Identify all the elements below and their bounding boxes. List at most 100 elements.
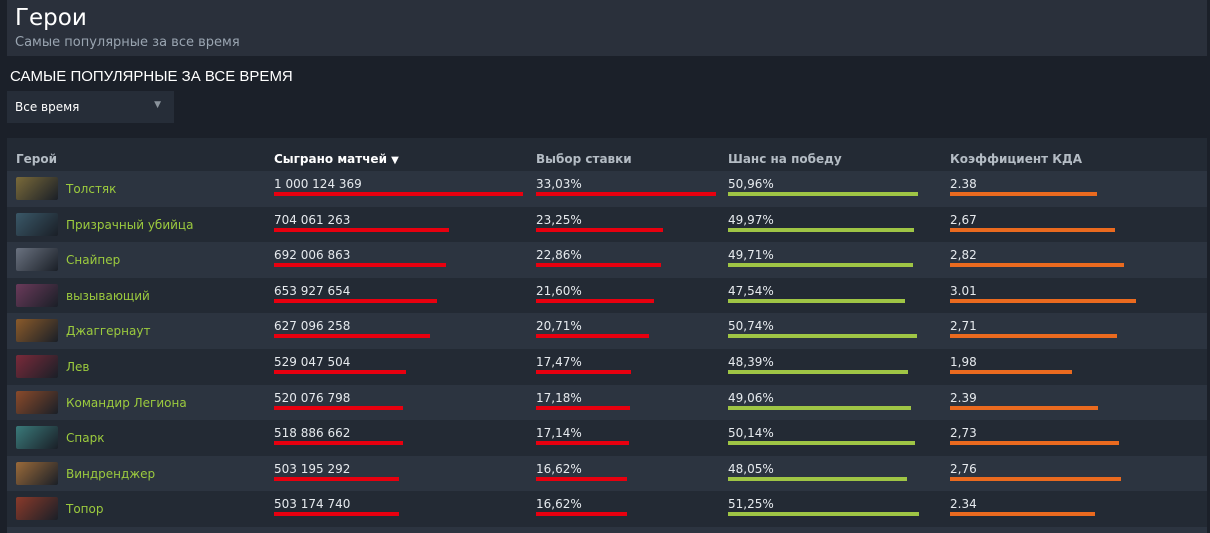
hero-name-link[interactable]: Толстяк xyxy=(66,182,117,196)
hero-portrait xyxy=(16,461,58,485)
win-value: 48,39% xyxy=(728,355,774,369)
hero-portrait xyxy=(16,390,58,414)
column-header-pick[interactable]: Выбор ставки xyxy=(536,152,632,166)
pick-value: 21,60% xyxy=(536,283,582,298)
win-bar xyxy=(728,370,909,374)
chevron-down-icon: ▼ xyxy=(154,100,161,110)
matches-bar xyxy=(274,192,523,196)
matches-bar xyxy=(274,441,404,446)
column-header-matches[interactable]: Сыграно матчей ▼ xyxy=(274,152,399,166)
hero-name-link[interactable]: Топор xyxy=(66,502,104,517)
table-row[interactable]: Джаггернаут 627 096 258 20,71% 50,74% 2,7… xyxy=(7,313,1207,349)
hero-portrait xyxy=(16,177,58,200)
matches-value: 1 000 124 369 xyxy=(274,177,362,191)
kda-bar xyxy=(950,334,1118,339)
win-value: 49,71% xyxy=(728,248,774,263)
hero-name-link[interactable]: Призрачный убийца xyxy=(66,217,194,232)
column-header-matches-label: Сыграно матчей xyxy=(274,152,387,166)
hero-name-link[interactable]: Командир Легиона xyxy=(66,395,187,410)
hero-portrait xyxy=(16,426,58,450)
table-row-partial[interactable] xyxy=(7,527,1207,533)
hero-name-link[interactable]: Снайпер xyxy=(66,253,121,268)
pick-bar xyxy=(536,441,630,446)
sort-desc-icon: ▼ xyxy=(391,155,399,166)
kda-value: 3.01 xyxy=(950,283,977,298)
pick-value: 16,62% xyxy=(536,461,582,476)
column-header-win[interactable]: Шанс на победу xyxy=(728,152,842,166)
pick-bar xyxy=(536,370,632,374)
table-row[interactable]: Топор 503 174 740 16,62% 51,25% 2.34 xyxy=(7,491,1207,527)
hero-portrait xyxy=(16,212,58,236)
matches-value: 520 076 798 xyxy=(274,390,351,405)
table-row[interactable]: Виндренджер 503 195 292 16,62% 48,05% 2,7… xyxy=(7,455,1207,492)
hero-portrait xyxy=(16,283,58,307)
hero-name-link[interactable]: вызывающий xyxy=(66,288,150,303)
table-row[interactable]: Спарк 518 886 662 17,14% 50,14% 2,73 xyxy=(7,420,1207,456)
column-header-hero[interactable]: Герой xyxy=(16,152,58,166)
pick-value: 16,62% xyxy=(536,497,582,512)
page-header: Герои Самые популярные за все время xyxy=(7,0,1207,56)
table-row[interactable]: Толстяк 1 000 124 369 33,03% 50,96% 2.38 xyxy=(7,171,1207,207)
kda-value: 1,98 xyxy=(950,355,977,369)
kda-value: 2,82 xyxy=(950,248,977,263)
win-bar xyxy=(728,192,919,196)
table-row[interactable]: Снайпер 692 006 863 22,86% 49,71% 2,82 xyxy=(7,242,1207,278)
table-row[interactable]: Командир Легиона 520 076 798 17,18% 49,06… xyxy=(7,384,1207,421)
kda-value: 2.34 xyxy=(950,497,977,512)
hero-name-link[interactable]: Лев xyxy=(66,360,90,374)
matches-bar xyxy=(274,263,447,268)
pick-bar xyxy=(536,227,663,232)
kda-value: 2.39 xyxy=(950,390,977,405)
win-value: 51,25% xyxy=(728,497,774,512)
pick-bar xyxy=(536,192,716,196)
hero-name-link[interactable]: Виндренджер xyxy=(66,466,156,481)
kda-value: 2.38 xyxy=(950,177,977,191)
kda-bar xyxy=(950,441,1119,446)
kda-value: 2,67 xyxy=(950,212,977,227)
matches-value: 653 927 654 xyxy=(274,283,351,298)
hero-portrait xyxy=(16,355,58,378)
section-title: САМЫЕ ПОПУЛЯРНЫЕ ЗА ВСЕ ВРЕМЯ xyxy=(10,68,293,85)
period-dropdown[interactable]: Все время ▼ xyxy=(7,91,174,123)
win-value: 48,05% xyxy=(728,461,774,476)
pick-bar xyxy=(536,476,627,481)
pick-bar xyxy=(536,298,654,303)
win-bar xyxy=(728,263,914,268)
matches-value: 692 006 863 xyxy=(274,248,351,263)
pick-bar xyxy=(536,512,627,517)
matches-bar xyxy=(274,227,450,232)
matches-bar xyxy=(274,476,400,481)
table-row[interactable]: Лев 529 047 504 17,47% 48,39% 1,98 xyxy=(7,349,1207,385)
hero-name-link[interactable]: Спарк xyxy=(66,431,105,446)
matches-bar xyxy=(274,370,406,374)
kda-bar xyxy=(950,370,1073,374)
win-bar xyxy=(728,441,916,446)
hero-name-link[interactable]: Джаггернаут xyxy=(66,324,151,339)
matches-value: 503 195 292 xyxy=(274,461,351,476)
matches-bar xyxy=(274,334,431,339)
matches-value: 529 047 504 xyxy=(274,355,351,369)
matches-value: 503 174 740 xyxy=(274,497,351,512)
win-bar xyxy=(728,298,906,303)
kda-bar xyxy=(950,227,1115,232)
kda-bar xyxy=(950,405,1098,410)
pick-value: 23,25% xyxy=(536,212,582,227)
page-title: Герои xyxy=(15,5,87,31)
pick-value: 22,86% xyxy=(536,248,582,263)
kda-bar xyxy=(950,512,1095,517)
pick-value: 17,14% xyxy=(536,426,582,441)
pick-value: 20,71% xyxy=(536,319,582,334)
table-row[interactable]: вызывающий 653 927 654 21,60% 47,54% 3.01 xyxy=(7,278,1207,314)
kda-bar xyxy=(950,192,1098,196)
kda-bar xyxy=(950,263,1125,268)
matches-value: 518 886 662 xyxy=(274,426,351,441)
kda-value: 2,71 xyxy=(950,319,977,334)
pick-bar xyxy=(536,405,630,410)
pick-value: 17,18% xyxy=(536,390,582,405)
column-header-kda[interactable]: Коэффициент КДА xyxy=(950,152,1083,166)
win-value: 49,06% xyxy=(728,390,774,405)
matches-value: 627 096 258 xyxy=(274,319,351,334)
win-value: 50,14% xyxy=(728,426,774,441)
table-row[interactable]: Призрачный убийца 704 061 263 23,25% 49,9… xyxy=(7,207,1207,243)
win-bar xyxy=(728,476,908,481)
